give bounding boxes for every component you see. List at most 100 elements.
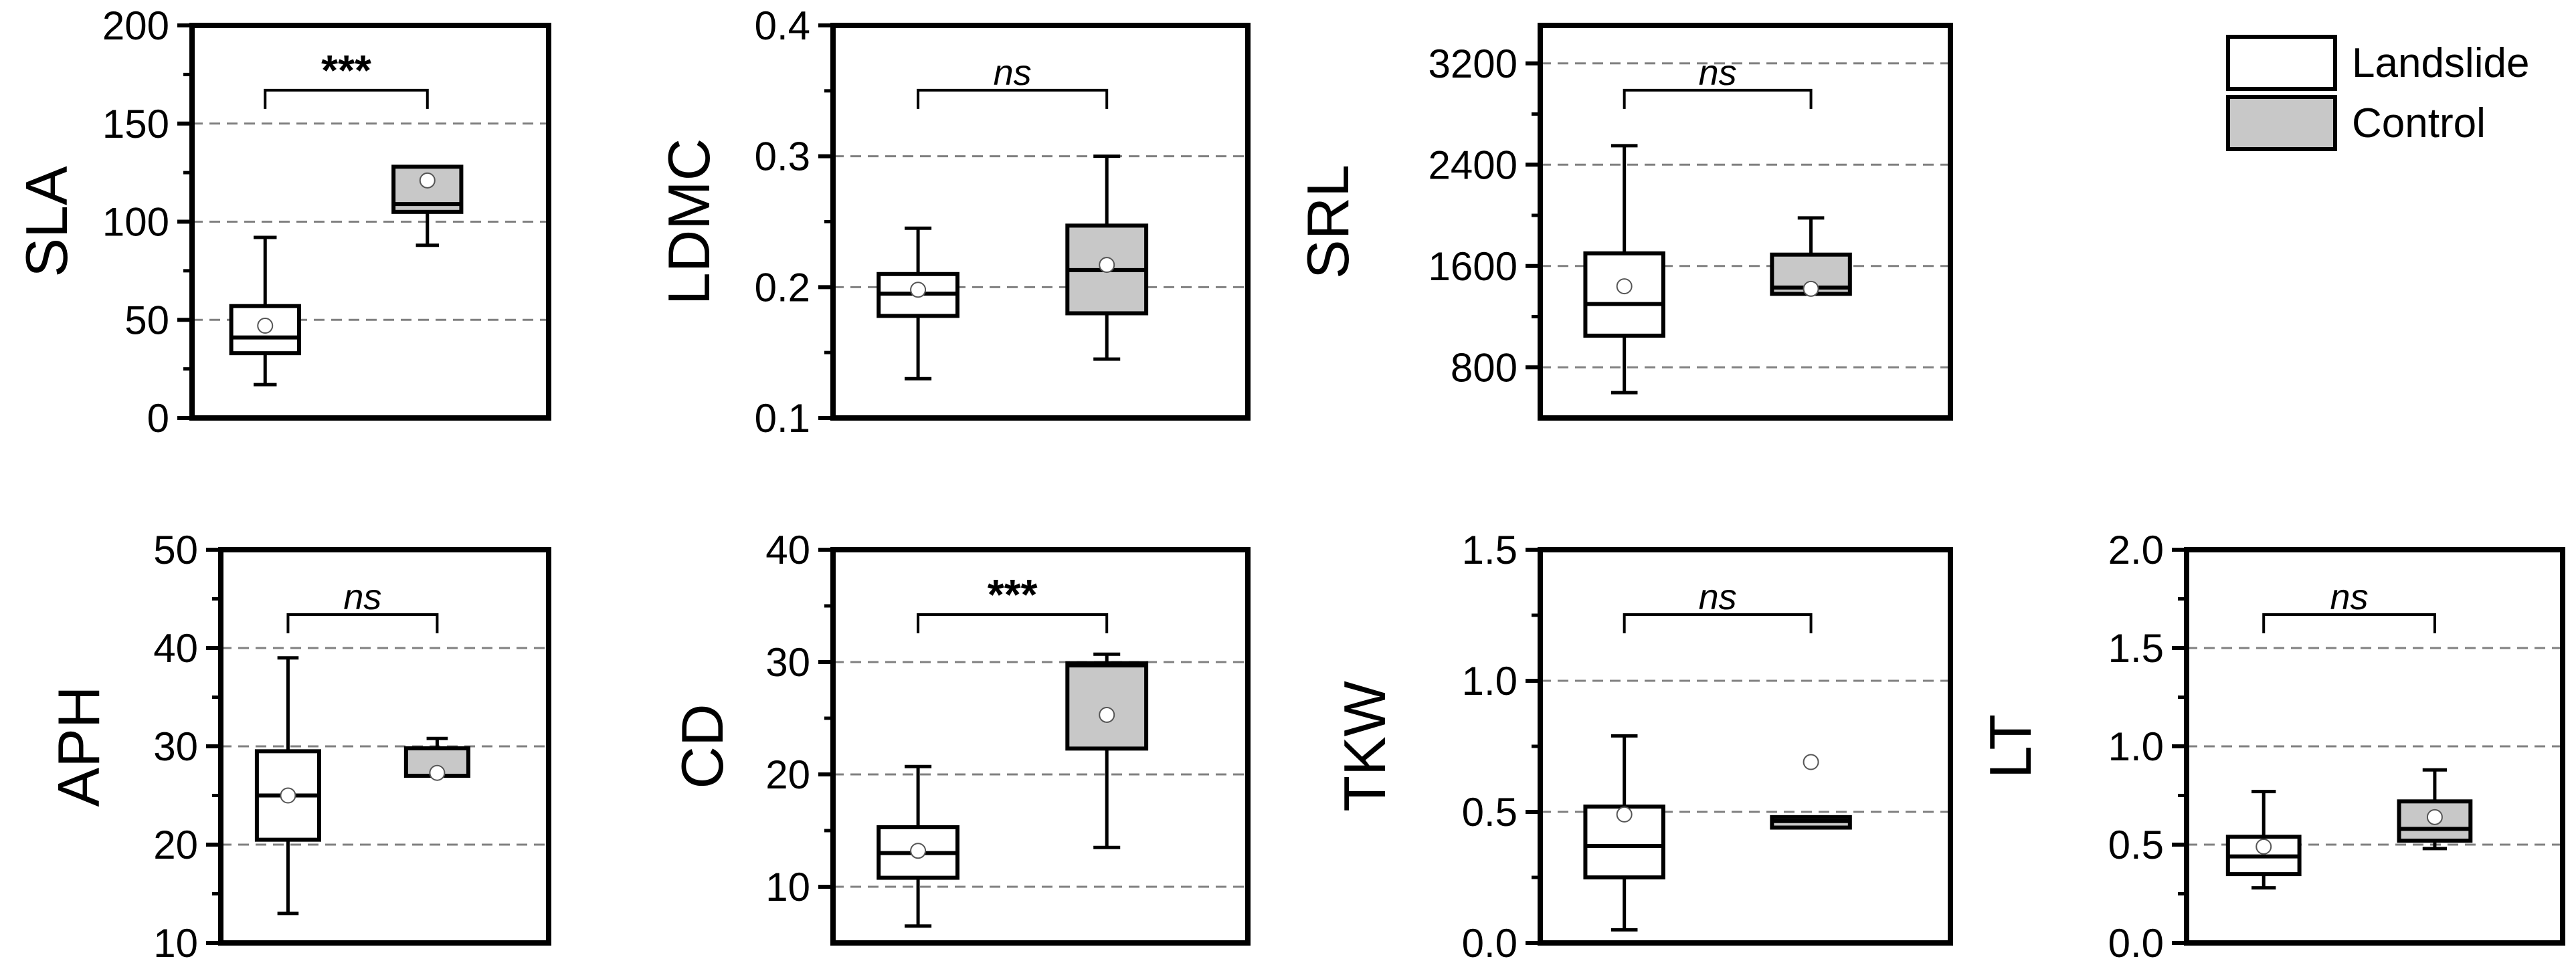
significance-bracket <box>917 88 1109 109</box>
significance-label: ns <box>1699 53 1737 93</box>
tick-label: 50 <box>124 298 169 342</box>
panel-sla: *** 0 50 100 150 200 SLA <box>13 3 551 441</box>
significance-bracket <box>264 88 429 109</box>
box-control <box>1770 216 1852 297</box>
tick-label: 0 <box>147 396 169 441</box>
panel-lt: ns 0.0 0.5 1.0 1.5 2.0 LT <box>1977 528 2565 963</box>
tick-label: 0.5 <box>2108 823 2164 867</box>
tick-label: 0.3 <box>755 134 810 179</box>
tick-label: 30 <box>153 724 198 769</box>
box-landslide <box>1583 144 1665 395</box>
plot-frame <box>1538 547 1953 946</box>
box-control <box>1065 652 1149 849</box>
tick-label: 0.0 <box>2108 921 2164 963</box>
mean-marker <box>1616 278 1633 295</box>
box-landslide <box>877 226 959 381</box>
tick-label: 20 <box>765 752 810 797</box>
tick-label: 0.4 <box>755 3 810 48</box>
mean-marker <box>1616 806 1633 823</box>
significance-label: *** <box>321 46 371 94</box>
mean-marker <box>910 843 927 859</box>
box-landslide <box>254 656 321 916</box>
plot-frame <box>830 547 1251 946</box>
box-iqr <box>1065 661 1149 751</box>
mean-marker <box>2426 809 2443 825</box>
tick-label: 2400 <box>1429 142 1517 187</box>
tick-label: 3200 <box>1429 41 1517 86</box>
y-axis-title: CD <box>669 704 735 788</box>
tick-label: 10 <box>765 865 810 909</box>
mean-marker <box>910 282 927 298</box>
plot-frame <box>830 23 1251 421</box>
box-landslide <box>877 764 959 928</box>
significance-bracket <box>2262 613 2436 634</box>
significance-bracket <box>917 613 1109 634</box>
panel-ldmc: ns 0.1 0.2 0.3 0.4 LDMC <box>656 3 1251 441</box>
legend-label-landslide: Landslide <box>2352 40 2529 86</box>
mean-marker <box>1099 706 1115 723</box>
tick-label: 200 <box>102 3 169 48</box>
y-axis-title: SLA <box>13 166 80 278</box>
significance-label: *** <box>988 570 1038 619</box>
significance-label: ns <box>343 577 381 617</box>
tick-label: 1600 <box>1429 244 1517 289</box>
box-control <box>1770 754 1852 830</box>
y-axis-title: LDMC <box>656 138 722 305</box>
box-control <box>2397 768 2473 851</box>
legend-label-control: Control <box>2352 100 2486 146</box>
panel-srl: ns 800 1600 2400 3200 SRL <box>1295 23 1953 421</box>
tick-label: 800 <box>1451 345 1517 390</box>
box-landslide <box>1583 734 1665 932</box>
tick-label: 0.1 <box>755 396 810 441</box>
tick-label: 20 <box>153 823 198 867</box>
box-iqr <box>1583 251 1665 338</box>
significance-bracket <box>1623 88 1813 109</box>
plot-frame <box>1538 23 1953 421</box>
mean-marker <box>280 787 296 804</box>
box-control <box>403 736 470 781</box>
tick-label: 30 <box>765 640 810 685</box>
box-control <box>391 165 464 247</box>
y-axis-title: APH <box>45 686 112 807</box>
tick-label: 1.0 <box>2108 724 2164 769</box>
y-axis-title: LT <box>1977 714 2043 778</box>
significance-bracket <box>1623 613 1813 634</box>
mean-marker <box>1099 257 1115 274</box>
mean-marker <box>429 764 446 781</box>
tick-label: 2.0 <box>2108 528 2164 572</box>
box-iqr <box>1583 805 1665 880</box>
panel-aph: ns 10 20 30 40 50 APH <box>45 528 551 963</box>
mean-marker <box>257 318 274 334</box>
significance-label: ns <box>1699 577 1737 617</box>
legend-swatch-control <box>2226 95 2337 151</box>
panel-cd: *** 10 20 30 40 CD <box>669 528 1251 946</box>
box-landslide <box>229 235 301 387</box>
legend: Landslide Control <box>2226 35 2529 151</box>
box-landslide <box>2225 790 2302 890</box>
significance-label: ns <box>2330 577 2369 617</box>
tick-label: 100 <box>102 200 169 245</box>
panel-tkw: ns 0.0 0.5 1.0 1.5 TKW <box>1331 528 1953 963</box>
tick-label: 0.0 <box>1462 921 1517 963</box>
tick-label: 40 <box>765 528 810 572</box>
tick-label: 1.5 <box>1462 528 1517 572</box>
y-axis-title: TKW <box>1331 681 1398 812</box>
mean-marker <box>2256 838 2272 855</box>
tick-label: 10 <box>153 921 198 963</box>
tick-label: 50 <box>153 528 198 572</box>
significance-label: ns <box>994 53 1032 93</box>
tick-label: 0.5 <box>1462 790 1517 835</box>
y-axis-title: SRL <box>1295 165 1361 279</box>
tick-label: 1.5 <box>2108 626 2164 671</box>
tick-label: 40 <box>153 626 198 671</box>
legend-swatch-landslide <box>2226 35 2337 91</box>
significance-bracket <box>286 613 439 634</box>
box-control <box>1065 154 1149 361</box>
tick-label: 150 <box>102 102 169 146</box>
mean-marker <box>1803 754 1819 770</box>
tick-label: 0.2 <box>755 265 810 310</box>
mean-marker <box>1803 280 1819 297</box>
mean-marker <box>419 172 436 189</box>
tick-label: 1.0 <box>1462 659 1517 704</box>
